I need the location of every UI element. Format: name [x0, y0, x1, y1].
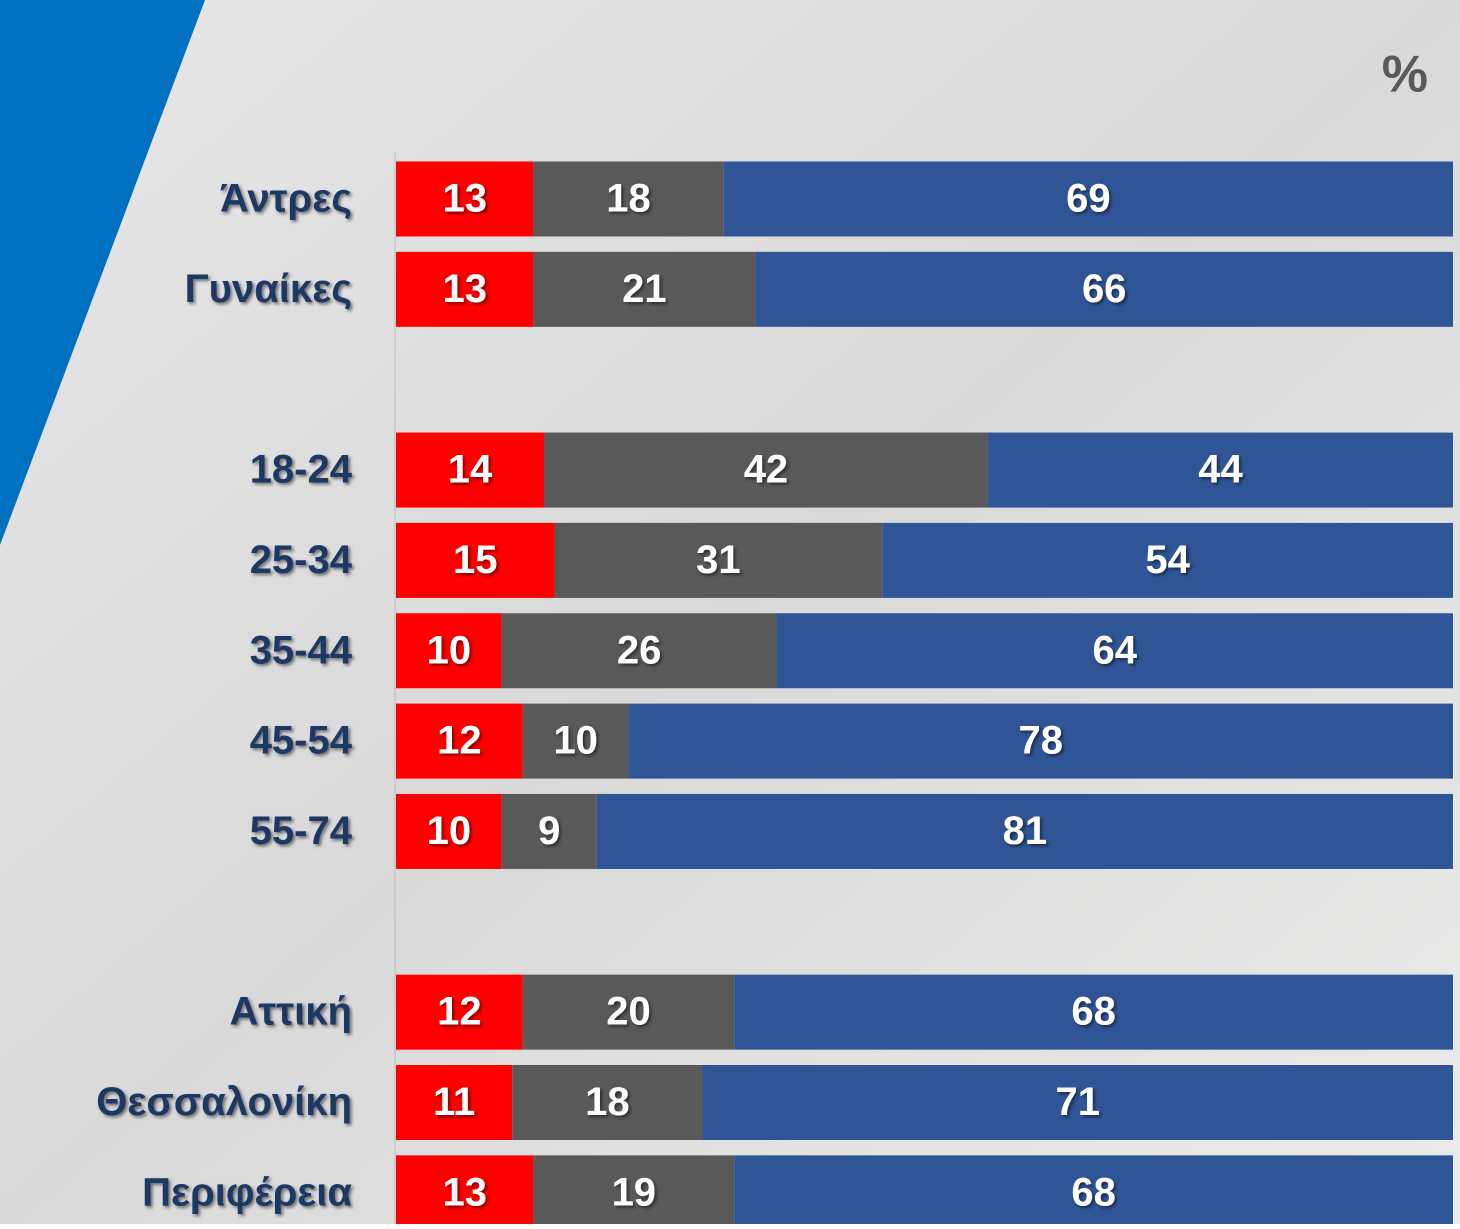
value-label: 31 [696, 538, 741, 582]
value-label: 19 [612, 1170, 657, 1214]
value-label: 68 [1071, 990, 1116, 1034]
value-label: 13 [442, 1170, 487, 1214]
value-label: 71 [1056, 1080, 1101, 1124]
category-label: 18-24 [250, 448, 353, 492]
value-label: 10 [427, 628, 472, 672]
chart: % Άντρες 13 18 69 Γυναίκες 13 21 66 18-24 14 42 44 2… [0, 0, 1460, 1224]
category-label: Περιφέρεια [142, 1170, 352, 1214]
value-label: 10 [427, 809, 472, 853]
value-label: 9 [538, 809, 560, 853]
value-label: 11 [433, 1080, 475, 1124]
value-label: 81 [1003, 809, 1048, 853]
value-label: 20 [606, 990, 651, 1034]
value-label: 78 [1019, 719, 1064, 763]
value-label: 14 [448, 448, 493, 492]
category-label: 45-54 [250, 719, 353, 763]
value-label: 66 [1082, 267, 1127, 311]
category-label: 25-34 [250, 538, 353, 582]
category-label: 35-44 [250, 628, 353, 672]
value-label: 54 [1145, 538, 1190, 582]
category-label: 55-74 [250, 809, 353, 853]
value-label: 13 [442, 267, 487, 311]
value-label: 64 [1093, 628, 1138, 672]
category-label: Γυναίκες [185, 267, 352, 311]
unit-label: % [1382, 46, 1428, 104]
value-label: 15 [453, 538, 498, 582]
value-label: 26 [617, 628, 662, 672]
value-label: 68 [1071, 1170, 1116, 1214]
value-label: 21 [622, 267, 667, 311]
value-label: 42 [744, 448, 789, 492]
value-label: 10 [553, 719, 598, 763]
value-label: 18 [585, 1080, 630, 1124]
value-label: 44 [1198, 448, 1243, 492]
value-label: 18 [606, 177, 651, 221]
value-label: 69 [1066, 177, 1111, 221]
category-label: Αττική [230, 990, 352, 1034]
category-label: Άντρες [220, 177, 352, 221]
value-label: 13 [442, 177, 487, 221]
value-label: 12 [437, 990, 482, 1034]
category-label: Θεσσαλονίκη [96, 1080, 352, 1124]
value-label: 12 [437, 719, 482, 763]
